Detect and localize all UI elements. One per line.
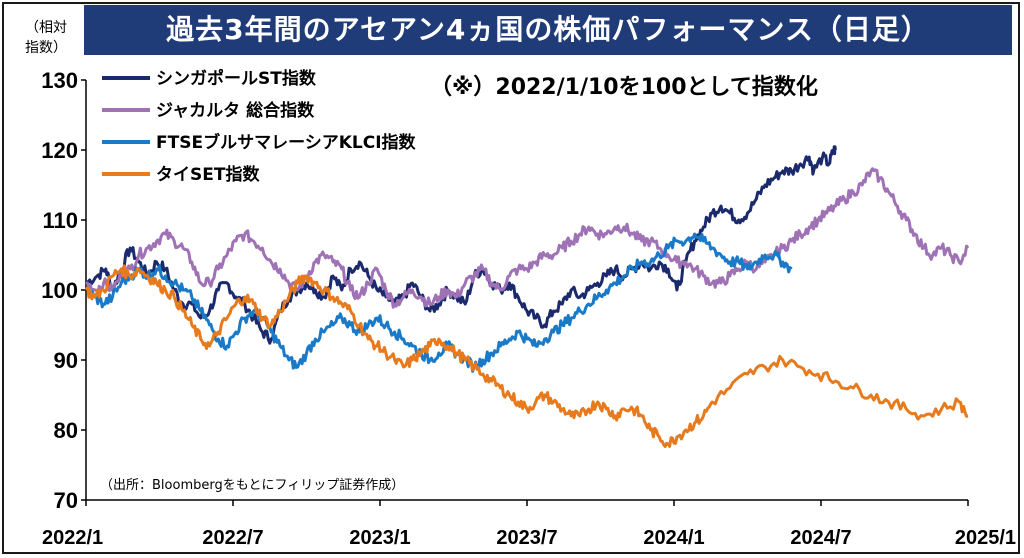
- y-tick-label: 90: [54, 348, 78, 373]
- series-line-2: [85, 232, 793, 373]
- x-tick-label: 2024/1: [643, 527, 704, 549]
- title-bar: 過去3年間のアセアン4ヵ国の株価パフォーマンス（日足）: [84, 5, 1012, 55]
- source-note: （出所：Bloombergをもとにフィリップ証券作成）: [100, 477, 404, 493]
- x-tick-label: 2025/1: [955, 527, 1016, 549]
- y-tick-label: 70: [54, 488, 78, 513]
- chart-title: 過去3年間のアセアン4ヵ国の株価パフォーマンス（日足）: [166, 13, 930, 46]
- x-tick-label: 2022/1: [42, 527, 103, 549]
- y-tick-label: 130: [41, 68, 78, 93]
- series-layer: [84, 145, 970, 449]
- x-tick-label: 2024/7: [790, 527, 851, 549]
- legend-label-1: ジャカルタ 総合指数: [156, 100, 315, 121]
- legend-label-0: シンガポールST指数: [156, 68, 317, 89]
- y-tick-label: 100: [41, 278, 78, 303]
- x-tick-label: 2023/7: [496, 527, 557, 549]
- chart-note: （※）2022/1/10を100として指数化: [430, 74, 818, 100]
- series-line-1: [85, 167, 970, 309]
- y-axis-unit-label: （相対 指数）: [16, 18, 76, 58]
- legend-label-3: タイSET指数: [156, 164, 260, 185]
- legend-label-2: FTSEブルサマレーシアKLCI指数: [156, 132, 417, 153]
- y-unit-line-2: 指数）: [25, 40, 67, 56]
- series-line-3: [84, 264, 969, 449]
- y-unit-line-1: （相対: [25, 20, 67, 36]
- x-tick-label: 2023/1: [349, 527, 410, 549]
- y-tick-label: 120: [41, 138, 78, 163]
- y-tick-label: 80: [54, 418, 78, 443]
- series-line-0: [85, 145, 838, 345]
- x-tick-label: 2022/7: [202, 527, 263, 549]
- y-tick-label: 110: [43, 208, 79, 233]
